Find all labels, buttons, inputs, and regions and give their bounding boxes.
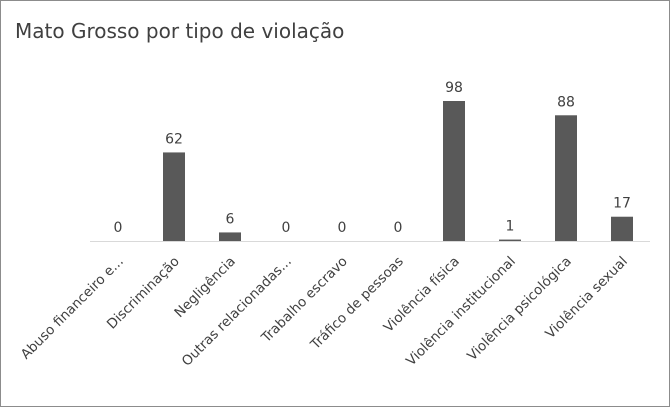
data-label: 88 — [557, 94, 575, 110]
bar — [555, 115, 577, 241]
data-label: 0 — [114, 220, 123, 236]
bar — [443, 101, 465, 241]
bar — [611, 216, 633, 241]
data-label: 6 — [226, 211, 235, 227]
data-label: 98 — [445, 80, 463, 96]
bar — [163, 152, 185, 241]
data-label: 0 — [282, 220, 291, 236]
data-label: 17 — [613, 196, 631, 212]
data-label: 0 — [338, 220, 347, 236]
bar — [219, 232, 241, 241]
data-label: 0 — [394, 220, 403, 236]
data-label: 62 — [165, 131, 183, 147]
data-label: 1 — [506, 219, 515, 235]
chart-title: Mato Grosso por tipo de violação — [15, 19, 344, 43]
bar — [499, 239, 521, 241]
